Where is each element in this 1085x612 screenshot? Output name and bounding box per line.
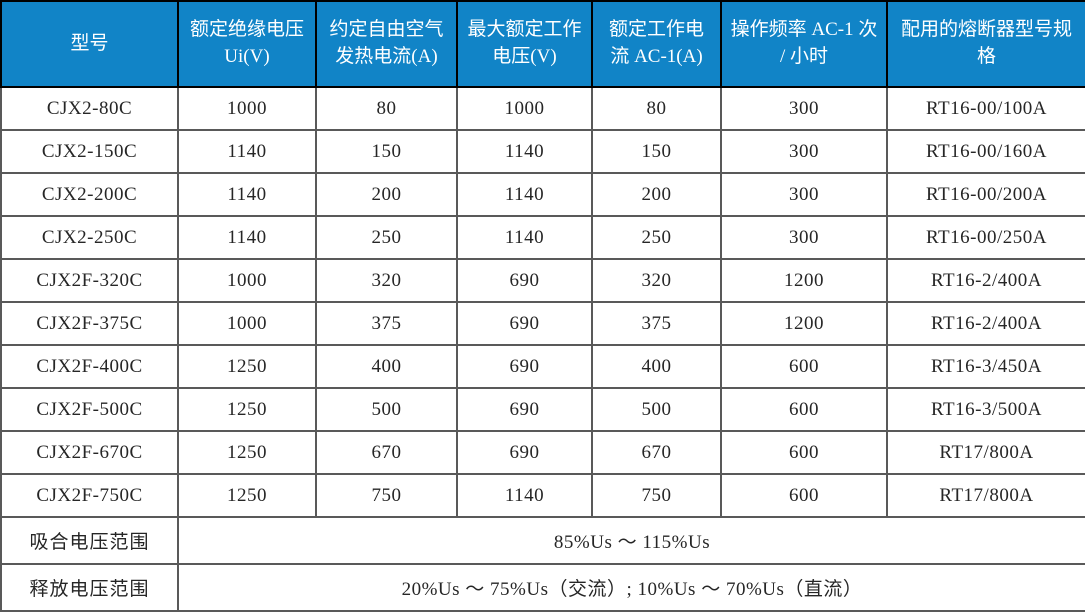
cell-insulation-voltage: 1000 [177, 86, 317, 131]
table-row: CJX2F-670C 1250 670 690 670 600 RT17/800… [0, 430, 1085, 475]
cell-max-voltage: 690 [456, 258, 593, 303]
table-row: CJX2-150C 1140 150 1140 150 300 RT16-00/… [0, 129, 1085, 174]
cell-thermal-current: 375 [315, 301, 458, 346]
cell-max-voltage: 690 [456, 387, 593, 432]
cell-model: CJX2F-400C [0, 344, 179, 389]
footer-value-release-voltage: 20%Us ～ 75%Us（交流）; 10%Us ～ 70%Us（直流） [177, 563, 1085, 612]
cell-thermal-current: 750 [315, 473, 458, 518]
header-thermal-current: 约定自由空气发热电流(A) [315, 0, 458, 88]
cell-insulation-voltage: 1250 [177, 344, 317, 389]
cell-fuse-spec: RT16-00/250A [886, 215, 1085, 260]
cell-insulation-voltage: 1000 [177, 258, 317, 303]
cell-model: CJX2F-320C [0, 258, 179, 303]
cell-rated-current: 250 [591, 215, 722, 260]
cell-rated-current: 400 [591, 344, 722, 389]
cell-max-voltage: 1140 [456, 172, 593, 217]
cell-insulation-voltage: 1000 [177, 301, 317, 346]
cell-fuse-spec: RT16-3/450A [886, 344, 1085, 389]
cell-max-voltage: 1140 [456, 215, 593, 260]
cell-max-voltage: 1000 [456, 86, 593, 131]
cell-thermal-current: 80 [315, 86, 458, 131]
cell-thermal-current: 250 [315, 215, 458, 260]
header-fuse-spec: 配用的熔断器型号规格 [886, 0, 1085, 88]
cell-thermal-current: 150 [315, 129, 458, 174]
cell-model: CJX2F-750C [0, 473, 179, 518]
cell-fuse-spec: RT17/800A [886, 473, 1085, 518]
footer-row-release-voltage: 释放电压范围 20%Us ～ 75%Us（交流）; 10%Us ～ 70%Us（… [0, 563, 1085, 612]
cell-op-frequency: 1200 [720, 301, 888, 346]
table-row: CJX2F-750C 1250 750 1140 750 600 RT17/80… [0, 473, 1085, 518]
cell-op-frequency: 300 [720, 172, 888, 217]
cell-max-voltage: 690 [456, 301, 593, 346]
cell-op-frequency: 600 [720, 387, 888, 432]
cell-model: CJX2-250C [0, 215, 179, 260]
cell-model: CJX2-150C [0, 129, 179, 174]
cell-op-frequency: 300 [720, 86, 888, 131]
cell-thermal-current: 500 [315, 387, 458, 432]
header-rated-current: 额定工作电流 AC-1(A) [591, 0, 722, 88]
cell-op-frequency: 300 [720, 129, 888, 174]
cell-model: CJX2F-670C [0, 430, 179, 475]
cell-op-frequency: 1200 [720, 258, 888, 303]
cell-insulation-voltage: 1140 [177, 172, 317, 217]
cell-model: CJX2-80C [0, 86, 179, 131]
cell-op-frequency: 600 [720, 473, 888, 518]
cell-max-voltage: 690 [456, 344, 593, 389]
cell-thermal-current: 200 [315, 172, 458, 217]
cell-thermal-current: 400 [315, 344, 458, 389]
footer-value-pickup-voltage: 85%Us ～ 115%Us [177, 516, 1085, 565]
cell-rated-current: 670 [591, 430, 722, 475]
cell-max-voltage: 1140 [456, 129, 593, 174]
cell-rated-current: 80 [591, 86, 722, 131]
table-row: CJX2-250C 1140 250 1140 250 300 RT16-00/… [0, 215, 1085, 260]
cell-rated-current: 320 [591, 258, 722, 303]
table-row: CJX2F-320C 1000 320 690 320 1200 RT16-2/… [0, 258, 1085, 303]
table-row: CJX2F-375C 1000 375 690 375 1200 RT16-2/… [0, 301, 1085, 346]
cell-max-voltage: 1140 [456, 473, 593, 518]
header-insulation-voltage: 额定绝缘电压 Ui(V) [177, 0, 317, 88]
table-row: CJX2-200C 1140 200 1140 200 300 RT16-00/… [0, 172, 1085, 217]
footer-label-pickup-voltage: 吸合电压范围 [0, 516, 179, 565]
cell-fuse-spec: RT16-00/160A [886, 129, 1085, 174]
header-model: 型号 [0, 0, 179, 88]
cell-fuse-spec: RT17/800A [886, 430, 1085, 475]
cell-insulation-voltage: 1250 [177, 473, 317, 518]
table-header-row: 型号 额定绝缘电压 Ui(V) 约定自由空气发热电流(A) 最大额定工作电压(V… [0, 0, 1085, 88]
cell-max-voltage: 690 [456, 430, 593, 475]
header-max-voltage: 最大额定工作电压(V) [456, 0, 593, 88]
cell-rated-current: 150 [591, 129, 722, 174]
cell-rated-current: 200 [591, 172, 722, 217]
footer-label-release-voltage: 释放电压范围 [0, 563, 179, 612]
cell-rated-current: 375 [591, 301, 722, 346]
table-row: CJX2F-400C 1250 400 690 400 600 RT16-3/4… [0, 344, 1085, 389]
cell-fuse-spec: RT16-2/400A [886, 258, 1085, 303]
cell-fuse-spec: RT16-2/400A [886, 301, 1085, 346]
cell-thermal-current: 320 [315, 258, 458, 303]
cell-rated-current: 500 [591, 387, 722, 432]
cell-model: CJX2F-500C [0, 387, 179, 432]
cell-op-frequency: 300 [720, 215, 888, 260]
cell-insulation-voltage: 1250 [177, 430, 317, 475]
cell-insulation-voltage: 1250 [177, 387, 317, 432]
cell-op-frequency: 600 [720, 430, 888, 475]
table-row: CJX2F-500C 1250 500 690 500 600 RT16-3/5… [0, 387, 1085, 432]
cell-fuse-spec: RT16-3/500A [886, 387, 1085, 432]
cell-op-frequency: 600 [720, 344, 888, 389]
cell-rated-current: 750 [591, 473, 722, 518]
cell-model: CJX2-200C [0, 172, 179, 217]
cell-fuse-spec: RT16-00/200A [886, 172, 1085, 217]
table-row: CJX2-80C 1000 80 1000 80 300 RT16-00/100… [0, 86, 1085, 131]
footer-row-pickup-voltage: 吸合电压范围 85%Us ～ 115%Us [0, 516, 1085, 565]
cell-fuse-spec: RT16-00/100A [886, 86, 1085, 131]
header-op-frequency: 操作频率 AC-1 次 / 小时 [720, 0, 888, 88]
cell-insulation-voltage: 1140 [177, 215, 317, 260]
cell-thermal-current: 670 [315, 430, 458, 475]
cell-insulation-voltage: 1140 [177, 129, 317, 174]
cell-model: CJX2F-375C [0, 301, 179, 346]
